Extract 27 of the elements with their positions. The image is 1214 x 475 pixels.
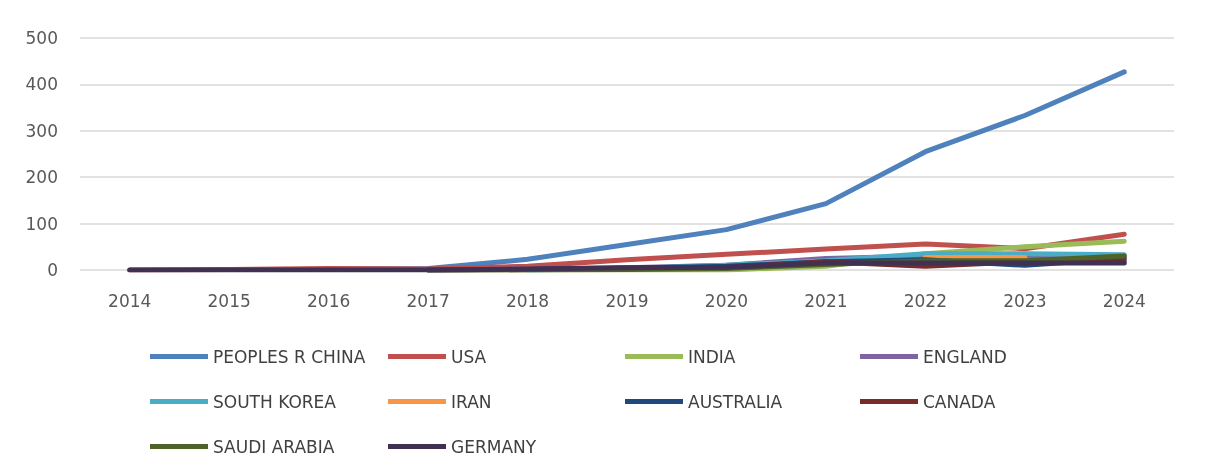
- y-tick-label: 400: [25, 74, 58, 95]
- legend-label: USA: [451, 346, 487, 367]
- legend-label: PEOPLES R CHINA: [213, 346, 366, 367]
- y-tick-label: 0: [47, 260, 58, 280]
- legend-label: AUSTRALIA: [688, 391, 783, 412]
- legend-label: SOUTH KOREA: [213, 391, 337, 412]
- x-tick-label: 2015: [207, 290, 251, 311]
- x-tick-label: 2022: [903, 290, 947, 311]
- x-tick-label: 2020: [704, 290, 749, 311]
- x-tick-label: 2024: [1102, 290, 1146, 311]
- x-tick-label: 2018: [505, 290, 550, 311]
- legend-label: SAUDI ARABIA: [213, 436, 335, 457]
- x-tick-label: 2023: [1003, 290, 1047, 311]
- x-tick-label: 2017: [406, 290, 450, 311]
- legend-label: INDIA: [688, 346, 736, 367]
- legend-label: IRAN: [451, 391, 492, 412]
- x-tick-label: 2014: [108, 290, 152, 311]
- y-tick-label: 200: [25, 167, 58, 188]
- y-tick-label: 300: [25, 120, 58, 141]
- legend-label: ENGLAND: [923, 346, 1007, 367]
- x-tick-label: 2019: [605, 290, 649, 311]
- legend-label: GERMANY: [451, 436, 537, 457]
- y-tick-label: 100: [25, 213, 58, 234]
- x-tick-label: 2021: [804, 290, 848, 311]
- y-tick-label: 500: [25, 28, 58, 48]
- x-tick-label: 2016: [307, 290, 351, 311]
- legend-label: CANADA: [923, 391, 996, 412]
